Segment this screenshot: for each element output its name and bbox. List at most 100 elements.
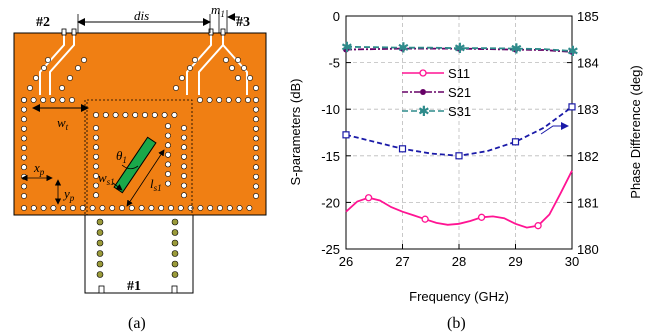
via-hole — [181, 125, 187, 131]
port1-opening-b — [171, 285, 178, 294]
via-hole — [181, 173, 187, 179]
y-tick-label: -10 — [321, 102, 340, 117]
via-hole — [181, 163, 187, 170]
port3-label: #3 — [236, 15, 250, 30]
y-tick-label: -20 — [321, 195, 340, 210]
via-hole — [165, 180, 171, 187]
feed-via — [171, 239, 179, 247]
via-hole — [225, 97, 232, 103]
data-point: ✱ — [567, 44, 579, 60]
via-hole — [21, 135, 27, 142]
via-hole — [245, 97, 251, 103]
feed-via — [171, 271, 179, 278]
svg-text:✱: ✱ — [418, 104, 430, 120]
theta1-label: θ1 — [116, 148, 127, 165]
via-hole — [93, 125, 99, 131]
via-hole — [148, 205, 155, 211]
yp-label: yp — [62, 186, 75, 203]
port1-label: #1 — [127, 279, 141, 294]
via-hole — [253, 154, 259, 161]
via-hole — [21, 106, 27, 113]
feed-via — [96, 250, 104, 257]
data-point — [421, 215, 429, 223]
via-hole — [168, 205, 174, 211]
via-hole — [21, 193, 27, 199]
via-hole — [21, 173, 27, 180]
via-hole — [81, 57, 87, 63]
via-hole — [253, 135, 259, 142]
via-hole — [50, 205, 57, 211]
via-hole — [49, 97, 56, 103]
via-hole — [229, 65, 235, 71]
y-ticks-right: 185 184 183 182 181 180 — [567, 9, 599, 257]
x-axis-title: Frequency (GHz) — [409, 289, 509, 304]
via-hole — [246, 205, 253, 211]
data-point — [568, 103, 576, 111]
data-point — [534, 222, 542, 230]
x-tick-label: 26 — [339, 254, 353, 269]
via-hole — [21, 154, 27, 161]
via-hole — [41, 65, 47, 71]
m1-label: m1 — [211, 2, 225, 19]
via-hole — [165, 123, 171, 129]
via-hole — [216, 97, 223, 103]
via-hole — [179, 75, 185, 81]
via-hole — [21, 116, 27, 123]
via-hole — [40, 205, 47, 211]
ws1-arrow — [112, 182, 123, 191]
via-hole — [138, 205, 145, 211]
port2-label: #2 — [36, 15, 50, 30]
via-hole — [181, 134, 187, 141]
x-tick-label: 28 — [452, 254, 466, 269]
via-hole — [161, 112, 168, 118]
via-hole — [253, 125, 259, 132]
phase-axis-arrow — [540, 122, 569, 135]
y2-tick-label: 183 — [577, 102, 599, 117]
data-point — [342, 131, 350, 139]
data-point — [343, 46, 349, 53]
series-line-s11 — [345, 170, 573, 229]
dis-label: dis — [134, 8, 149, 23]
via-hole — [21, 183, 27, 190]
via-hole — [128, 205, 135, 211]
x-tick-label: 29 — [508, 254, 522, 269]
port2-opening — [61, 28, 67, 36]
via-hole — [109, 205, 116, 211]
via-hole — [253, 97, 259, 103]
caption-a: (a) — [128, 315, 146, 332]
via-hole — [165, 151, 171, 158]
via-hole — [247, 75, 253, 81]
y-tick-label: -15 — [321, 149, 340, 164]
via-hole — [21, 97, 27, 103]
via-hole — [253, 106, 259, 113]
y2-tick-label: 182 — [577, 149, 599, 164]
via-hole — [177, 205, 184, 211]
y-tick-label: -5 — [328, 56, 340, 71]
via-hole — [40, 97, 47, 103]
via-hole — [253, 164, 259, 171]
via-hole — [93, 153, 99, 160]
via-hole — [207, 205, 214, 211]
x-tick-label: 30 — [565, 254, 579, 269]
xp-label: xp — [33, 160, 45, 177]
x-ticks: 26 27 28 29 30 — [339, 244, 579, 269]
via-hole — [60, 205, 67, 211]
via-hole — [33, 75, 39, 81]
via-hole — [21, 205, 27, 211]
via-hole — [93, 173, 99, 179]
via-hole — [69, 97, 75, 103]
via-hole — [165, 142, 171, 149]
via-hole — [27, 85, 33, 91]
via-array — [21, 57, 259, 211]
via-hole — [197, 97, 203, 103]
via-hole — [165, 171, 171, 177]
via-hole — [158, 205, 165, 211]
via-hole — [59, 85, 65, 91]
via-hole — [75, 65, 81, 71]
feed-via-array — [96, 218, 179, 278]
via-hole — [102, 112, 109, 118]
via-hole — [151, 112, 158, 118]
via-hole — [223, 57, 229, 63]
via-hole — [253, 173, 259, 180]
port1-opening — [98, 285, 105, 294]
